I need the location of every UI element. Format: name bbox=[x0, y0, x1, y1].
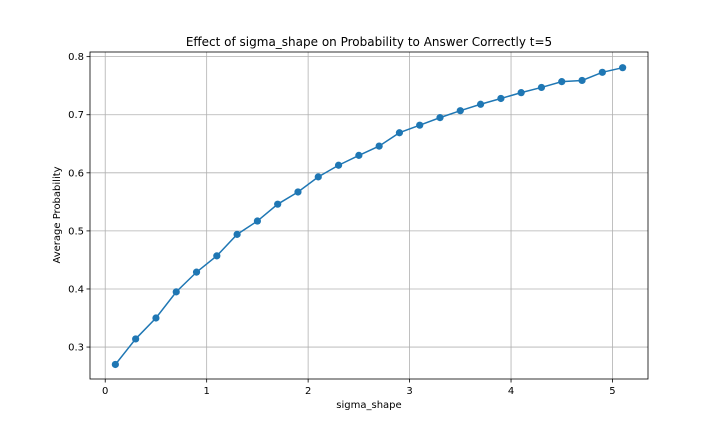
x-tick-label: 5 bbox=[609, 386, 615, 397]
data-point bbox=[619, 64, 627, 72]
data-point bbox=[416, 121, 424, 129]
y-tick-label: 0.4 bbox=[68, 284, 84, 295]
data-point bbox=[598, 68, 606, 76]
data-point bbox=[274, 200, 282, 208]
y-tick-label: 0.5 bbox=[68, 226, 84, 237]
x-axis-ticks: 0 1 2 3 4 5 bbox=[102, 379, 616, 397]
data-point bbox=[456, 107, 464, 115]
x-axis-label: sigma_shape bbox=[336, 400, 401, 411]
chart-title: Effect of sigma_shape on Probability to … bbox=[186, 35, 552, 49]
y-axis-ticks: 0.3 0.4 0.5 0.6 0.7 0.8 bbox=[68, 52, 90, 354]
x-tick-label: 2 bbox=[305, 386, 311, 397]
data-point bbox=[497, 94, 505, 103]
data-point bbox=[132, 335, 140, 343]
data-point bbox=[517, 89, 525, 97]
y-tick-label: 0.8 bbox=[68, 52, 84, 63]
data-point bbox=[253, 217, 261, 225]
data-point bbox=[294, 188, 302, 196]
data-point bbox=[477, 100, 485, 108]
data-series bbox=[111, 64, 627, 369]
data-point bbox=[436, 114, 444, 122]
y-tick-label: 0.6 bbox=[68, 168, 84, 179]
data-point bbox=[558, 78, 566, 86]
plot-frame bbox=[89, 51, 649, 380]
data-point bbox=[395, 129, 404, 137]
x-tick-label: 1 bbox=[203, 386, 209, 397]
x-tick-label: 0 bbox=[102, 386, 108, 397]
data-point bbox=[578, 76, 586, 85]
data-point bbox=[111, 360, 119, 369]
data-point bbox=[172, 288, 180, 296]
y-tick-label: 0.3 bbox=[68, 343, 84, 354]
grid-lines bbox=[90, 52, 648, 379]
data-point bbox=[334, 161, 343, 169]
data-point bbox=[537, 83, 546, 92]
data-point bbox=[233, 230, 241, 238]
y-axis-label: Average Probability bbox=[52, 166, 63, 263]
data-point bbox=[355, 151, 363, 159]
x-tick-label: 3 bbox=[406, 386, 412, 397]
data-point bbox=[314, 173, 322, 181]
data-point bbox=[213, 252, 221, 260]
data-point bbox=[152, 314, 160, 322]
x-tick-label: 4 bbox=[508, 386, 514, 397]
data-point bbox=[375, 142, 383, 150]
y-tick-label: 0.7 bbox=[68, 110, 84, 121]
data-point bbox=[192, 268, 201, 276]
